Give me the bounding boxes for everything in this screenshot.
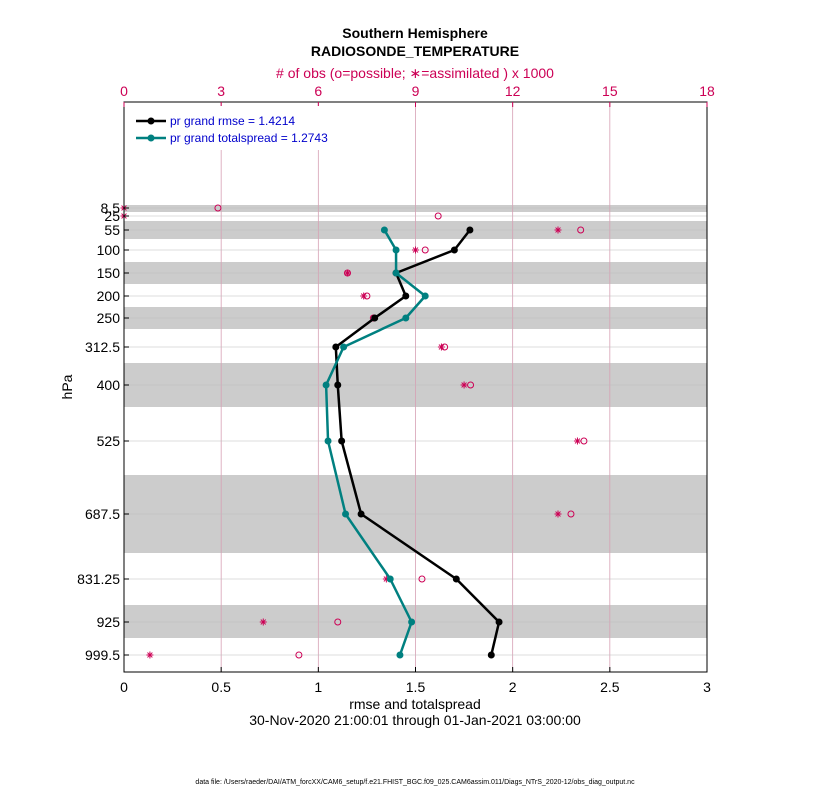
- top-axis-label: # of obs (o=possible; ∗=assimilated ) x …: [276, 65, 554, 81]
- obs-assimilated-marker-400: [460, 381, 468, 389]
- x-axis-label: rmse and totalspread: [349, 696, 481, 712]
- series-point-rmse-250: [371, 314, 379, 322]
- series-point-totalspread-925: [408, 618, 416, 626]
- top-tick-label-6: 6: [314, 83, 322, 99]
- obs-possible-marker-999.5: [295, 651, 303, 659]
- obs-assimilated-marker-525: [573, 437, 581, 445]
- top-tick-label-9: 9: [412, 83, 420, 99]
- legend-rmse-marker: [147, 117, 155, 125]
- series-point-totalspread-55: [380, 226, 388, 234]
- obs-possible-marker-925: [334, 618, 342, 626]
- obs-possible-marker-8.5: [214, 204, 222, 212]
- obs-possible-marker-831.25: [418, 575, 426, 583]
- y-tick-label-150: 150: [97, 265, 121, 281]
- legend-spread-label: pr grand totalspread = 1.2743: [170, 131, 328, 145]
- y-tick-label-999.5: 999.5: [85, 647, 120, 663]
- series-line-rmse: [334, 229, 501, 656]
- top-tick-label-0: 0: [120, 83, 128, 99]
- series-point-totalspread-525: [324, 437, 332, 445]
- y-tick-label-25: 25: [104, 208, 120, 224]
- obs-assimilated-marker-100: [412, 246, 419, 254]
- y-tick-label-100: 100: [97, 242, 121, 258]
- x-tick-label-3: 3: [703, 679, 711, 695]
- series-point-totalspread-250: [402, 314, 410, 322]
- y-tick-label-55: 55: [104, 222, 120, 238]
- chart-subtitle: RADIOSONDE_TEMPERATURE: [311, 43, 519, 59]
- x-tick-label-1: 1: [314, 679, 322, 695]
- y-tick-label-8.5: 8.5: [101, 200, 121, 216]
- legend-spread-marker: [147, 134, 155, 142]
- series-point-totalspread-100: [392, 246, 400, 254]
- x-tick-label-1.5: 1.5: [406, 679, 426, 695]
- series-point-rmse-400: [334, 381, 342, 389]
- y-tick-label-831.25: 831.25: [77, 571, 120, 587]
- x-tick-label-0.5: 0.5: [211, 679, 231, 695]
- y-tick-label-525: 525: [97, 433, 121, 449]
- x-tick-label-2: 2: [509, 679, 517, 695]
- top-tick-label-3: 3: [217, 83, 225, 99]
- y-axis-label: hPa: [59, 374, 75, 399]
- series-point-rmse-312.5: [332, 343, 340, 351]
- y-tick-label-925: 925: [97, 614, 121, 630]
- series-point-rmse-200: [402, 292, 410, 300]
- top-tick-label-12: 12: [505, 83, 521, 99]
- chart-title: Southern Hemisphere: [342, 25, 488, 41]
- legend-rmse-label: pr grand rmse = 1.4214: [170, 114, 295, 128]
- obs-assimilated-marker-999.5: [146, 651, 154, 659]
- obs-assimilated-marker-687.5: [554, 510, 562, 518]
- top-tick-label-15: 15: [602, 83, 618, 99]
- x-tick-label-2.5: 2.5: [600, 679, 620, 695]
- legend: pr grand rmse = 1.4214 pr grand totalspr…: [128, 106, 360, 150]
- obs-assimilated-marker-200: [360, 292, 368, 300]
- series-point-totalspread-312.5: [340, 343, 348, 351]
- y-tick-label-250: 250: [97, 310, 121, 326]
- obs-possible-marker-100: [421, 246, 429, 254]
- series-point-totalspread-150: [392, 269, 400, 277]
- obs-assimilated-marker-925: [259, 618, 267, 626]
- obs-possible-marker-55: [577, 226, 585, 234]
- series-point-totalspread-200: [421, 292, 429, 300]
- footer-data-file: data file: /Users/raeder/DAI/ATM_forcXX/…: [195, 779, 635, 786]
- series-point-rmse-525: [338, 437, 346, 445]
- series-point-rmse-687.5: [357, 510, 365, 518]
- obs-assimilated-marker-55: [554, 226, 562, 234]
- legend-box: [128, 106, 360, 150]
- y-tick-label-400: 400: [97, 377, 121, 393]
- date-range: 30-Nov-2020 21:00:01 through 01-Jan-2021…: [249, 712, 581, 728]
- vertical-gridlines: [220, 102, 611, 672]
- series-point-rmse-831.25: [452, 575, 460, 583]
- series-point-rmse-100: [450, 246, 458, 254]
- x-tick-label-0: 0: [120, 679, 128, 695]
- horizontal-gridlines: [124, 207, 707, 656]
- obs-assimilated-marker-150: [343, 269, 351, 277]
- series-lines: [322, 226, 503, 659]
- y-tick-label-312.5: 312.5: [85, 339, 120, 355]
- series-line-totalspread: [324, 229, 427, 656]
- series-point-rmse-925: [495, 618, 503, 626]
- series-point-totalspread-687.5: [342, 510, 350, 518]
- series-point-totalspread-999.5: [396, 651, 404, 659]
- y-tick-label-687.5: 687.5: [85, 506, 120, 522]
- obs-assimilated-marker-312.5: [437, 343, 445, 351]
- series-point-rmse-999.5: [487, 651, 495, 659]
- series-point-totalspread-831.25: [386, 575, 394, 583]
- y-tick-label-200: 200: [97, 288, 121, 304]
- obs-possible-marker-687.5: [567, 510, 575, 518]
- obs-possible-marker-25: [434, 212, 442, 220]
- series-point-rmse-55: [466, 226, 474, 234]
- top-tick-label-18: 18: [699, 83, 715, 99]
- series-point-totalspread-400: [322, 381, 330, 389]
